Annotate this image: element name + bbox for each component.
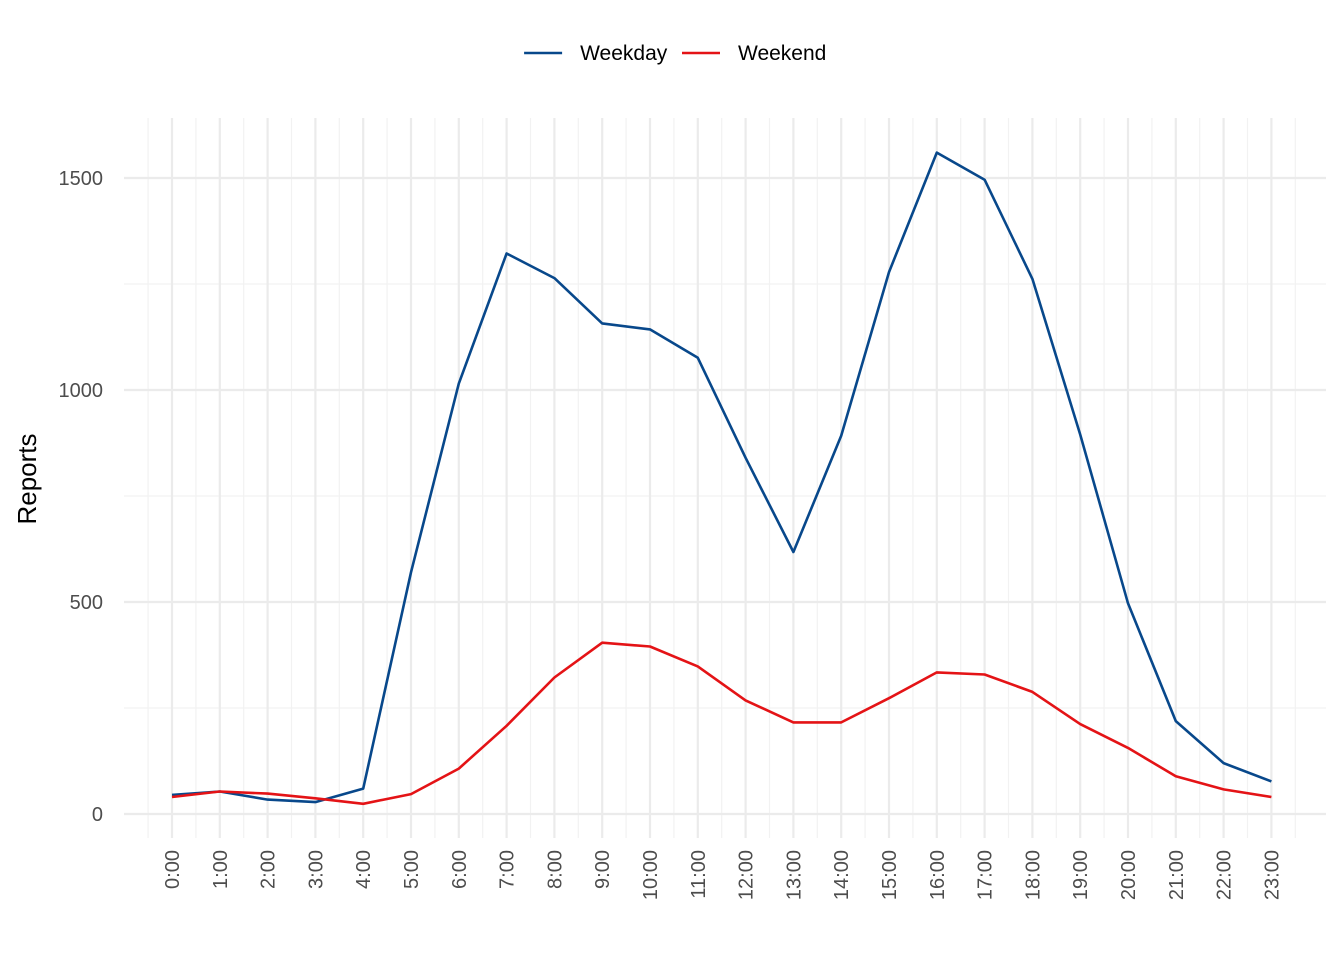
x-tick-label: 4:00: [353, 850, 375, 889]
legend: Weekday Weekend: [524, 42, 826, 65]
x-tick-label: 10:00: [640, 850, 662, 900]
x-tick-label: 23:00: [1261, 850, 1283, 900]
x-tick-label: 2:00: [258, 850, 280, 889]
x-tick-label: 8:00: [544, 850, 566, 889]
x-tick-label: 5:00: [401, 850, 423, 889]
x-tick-label: 19:00: [1070, 850, 1092, 900]
x-tick-label: 9:00: [592, 850, 614, 889]
legend-label-weekend: Weekend: [738, 42, 826, 65]
x-tick-label: 7:00: [497, 850, 519, 889]
x-tick-label: 1:00: [210, 850, 232, 889]
x-tick-label: 17:00: [975, 850, 997, 900]
y-tick-label: 0: [92, 804, 103, 826]
x-tick-label: 16:00: [927, 850, 949, 900]
x-axis-tick-labels: 0:00 1:00 2:00 3:00 4:00 5:00 6:00 7:00 8:00 9:00…: [162, 850, 1283, 900]
major-gridlines: [124, 118, 1326, 838]
x-tick-label: 6:00: [449, 850, 471, 889]
legend-label-weekday: Weekday: [580, 42, 668, 65]
x-tick-label: 15:00: [879, 850, 901, 900]
y-axis-title: Reports: [12, 433, 42, 524]
x-tick-label: 14:00: [831, 850, 853, 900]
y-tick-label: 1500: [59, 168, 104, 190]
x-tick-label: 22:00: [1214, 850, 1236, 900]
x-tick-label: 3:00: [305, 850, 327, 889]
x-tick-label: 0:00: [162, 850, 184, 889]
series-line-weekend: [171, 641, 1272, 806]
x-tick-label: 21:00: [1166, 850, 1188, 900]
y-axis-tick-labels: 0 500 1000 1500: [59, 168, 104, 826]
minor-gridlines: [124, 118, 1326, 838]
x-tick-label: 12:00: [736, 850, 758, 900]
x-tick-label: 20:00: [1118, 850, 1140, 900]
y-tick-label: 1000: [59, 380, 104, 402]
x-tick-label: 13:00: [783, 850, 805, 900]
series-line-weekday: [171, 151, 1272, 804]
y-tick-label: 500: [70, 592, 103, 614]
x-tick-label: 11:00: [688, 850, 710, 899]
series-lines: [171, 151, 1272, 806]
x-tick-label: 18:00: [1022, 850, 1044, 900]
